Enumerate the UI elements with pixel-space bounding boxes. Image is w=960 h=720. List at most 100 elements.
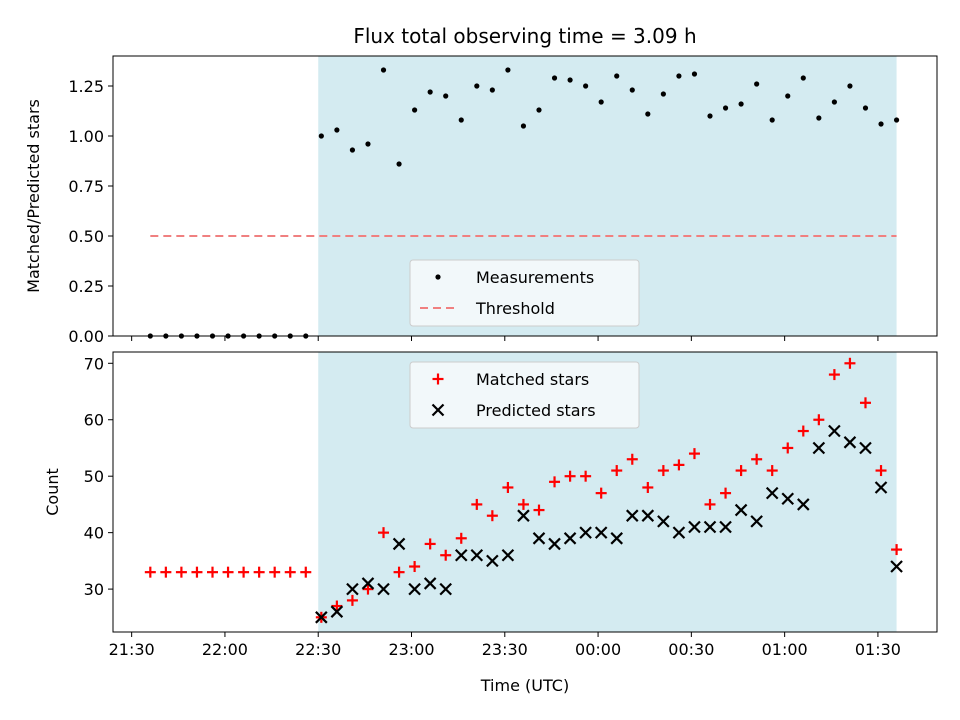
predicted-star-point-b	[843, 436, 857, 449]
y-tick-label-1-3: 60	[84, 411, 104, 430]
measurement-point	[831, 99, 837, 105]
matched-star-point	[875, 465, 887, 477]
legend-matched-stars-swatch	[432, 373, 444, 385]
predicted-star-point-b	[797, 498, 810, 511]
predicted-star-point	[501, 548, 515, 562]
measurement-point	[567, 77, 573, 83]
bottom-axes-frame	[112, 351, 938, 633]
y-tick-label-1-0: 30	[84, 580, 104, 599]
legend-predicted-stars-swatch	[431, 403, 445, 417]
predicted-star-point	[625, 509, 639, 522]
legend-box	[409, 361, 640, 429]
predicted-star-point-b	[750, 515, 763, 528]
x-tick-label-7: 01:00	[762, 640, 808, 659]
measurement-point	[738, 101, 744, 107]
predicted-star-point	[657, 515, 670, 528]
matched-star-point	[455, 532, 467, 544]
legend-measurements-label: Measurements	[476, 268, 594, 287]
top-panel-title: Flux total observing time = 3.09 h	[353, 24, 696, 48]
predicted-star-point-b	[641, 509, 655, 522]
x-tick-label-8: 01:30	[855, 640, 901, 659]
measurement-point	[676, 73, 682, 79]
predicted-star-point-b	[579, 526, 592, 539]
measurement-point	[551, 75, 558, 81]
predicted-star-point	[439, 582, 452, 596]
predicted-star-point-b	[392, 537, 406, 551]
x-tick-label-3: 23:00	[388, 640, 434, 659]
predicted-star-point	[719, 520, 732, 534]
predicted-star-point	[470, 548, 484, 562]
matched-star-point	[471, 498, 483, 510]
predicted-star-point-b	[548, 537, 561, 551]
measurement-point	[847, 83, 853, 89]
matched-star-point	[409, 561, 421, 573]
x-tick-label-5: 00:00	[575, 640, 621, 659]
predicted-star-point-b	[859, 441, 872, 455]
y-tick-label-0-3: 0.75	[68, 177, 104, 196]
predicted-star-point	[377, 582, 390, 596]
predicted-star-point	[750, 515, 763, 528]
top-legend: Measurements Threshold	[409, 259, 640, 327]
measurement-point	[660, 91, 666, 97]
x-tick-label-0: 21:30	[109, 640, 155, 659]
legend-threshold-label: Threshold	[475, 299, 555, 318]
matched-star-point	[331, 600, 343, 612]
predicted-star-point	[890, 560, 903, 573]
measurement-point	[800, 75, 806, 81]
matched-star-point	[191, 566, 203, 578]
matched-star-point	[378, 527, 390, 539]
x-tick-label-6: 00:30	[668, 640, 714, 659]
measurement-point	[458, 117, 464, 123]
measurement-point	[318, 133, 324, 139]
measurement-point	[722, 105, 729, 111]
predicted-star-point-b	[610, 532, 624, 545]
legend-matched-stars-label: Matched stars	[476, 370, 589, 389]
predicted-star-point	[330, 605, 344, 618]
legend-box	[409, 259, 640, 327]
predicted-star-point	[672, 526, 686, 539]
matched-star-point	[891, 544, 903, 556]
y-tick-label-1-1: 40	[84, 524, 104, 543]
measurement-point	[365, 141, 371, 147]
predicted-star-point	[315, 611, 328, 624]
matched-star-point	[284, 566, 296, 578]
predicted-star-point	[843, 436, 857, 449]
predicted-star-point	[734, 503, 748, 517]
predicted-star-point	[874, 481, 888, 494]
measurement-point	[769, 117, 775, 123]
matched-star-point	[393, 566, 405, 578]
predicted-star-point-b	[439, 582, 452, 596]
predicted-star-point-b	[423, 577, 437, 590]
matched-star-point	[300, 566, 312, 578]
predicted-star-point	[797, 498, 810, 511]
measurement-point	[862, 105, 869, 111]
predicted-star-point-b	[501, 548, 515, 562]
predicted-star-point-b	[377, 582, 390, 596]
predicted-star-point-b	[563, 532, 577, 545]
measurement-point	[334, 127, 340, 133]
matched-star-point	[704, 498, 716, 510]
predicted-star-point-b	[765, 486, 779, 500]
y-tick-label-0-1: 0.25	[68, 277, 104, 296]
matched-star-point	[564, 470, 576, 482]
predicted-star-point-b	[688, 520, 701, 534]
matched-star-point	[797, 425, 809, 437]
matched-star-point	[502, 481, 514, 493]
matched-star-point	[144, 566, 156, 578]
top-panel: 0.00 0.25 0.50 0.75 1.00 1.25 Flux total obse…	[24, 24, 938, 346]
predicted-star-point-b	[657, 515, 670, 528]
measurement-point	[380, 67, 387, 73]
matched-star-point	[424, 538, 436, 550]
matched-star-point	[828, 369, 840, 381]
measurement-point	[349, 147, 356, 153]
predicted-star-point	[563, 532, 577, 545]
predicted-star-point-b	[812, 441, 826, 455]
matched-star-point	[688, 448, 700, 460]
predicted-star-point-b	[361, 577, 375, 590]
matched-star-point	[362, 583, 374, 595]
predicted-star-point-b	[346, 582, 359, 596]
matched-star-point	[657, 465, 669, 477]
matched-star-point	[859, 397, 871, 409]
predicted-star-point-b	[625, 509, 639, 522]
predicted-star-point	[548, 537, 561, 551]
